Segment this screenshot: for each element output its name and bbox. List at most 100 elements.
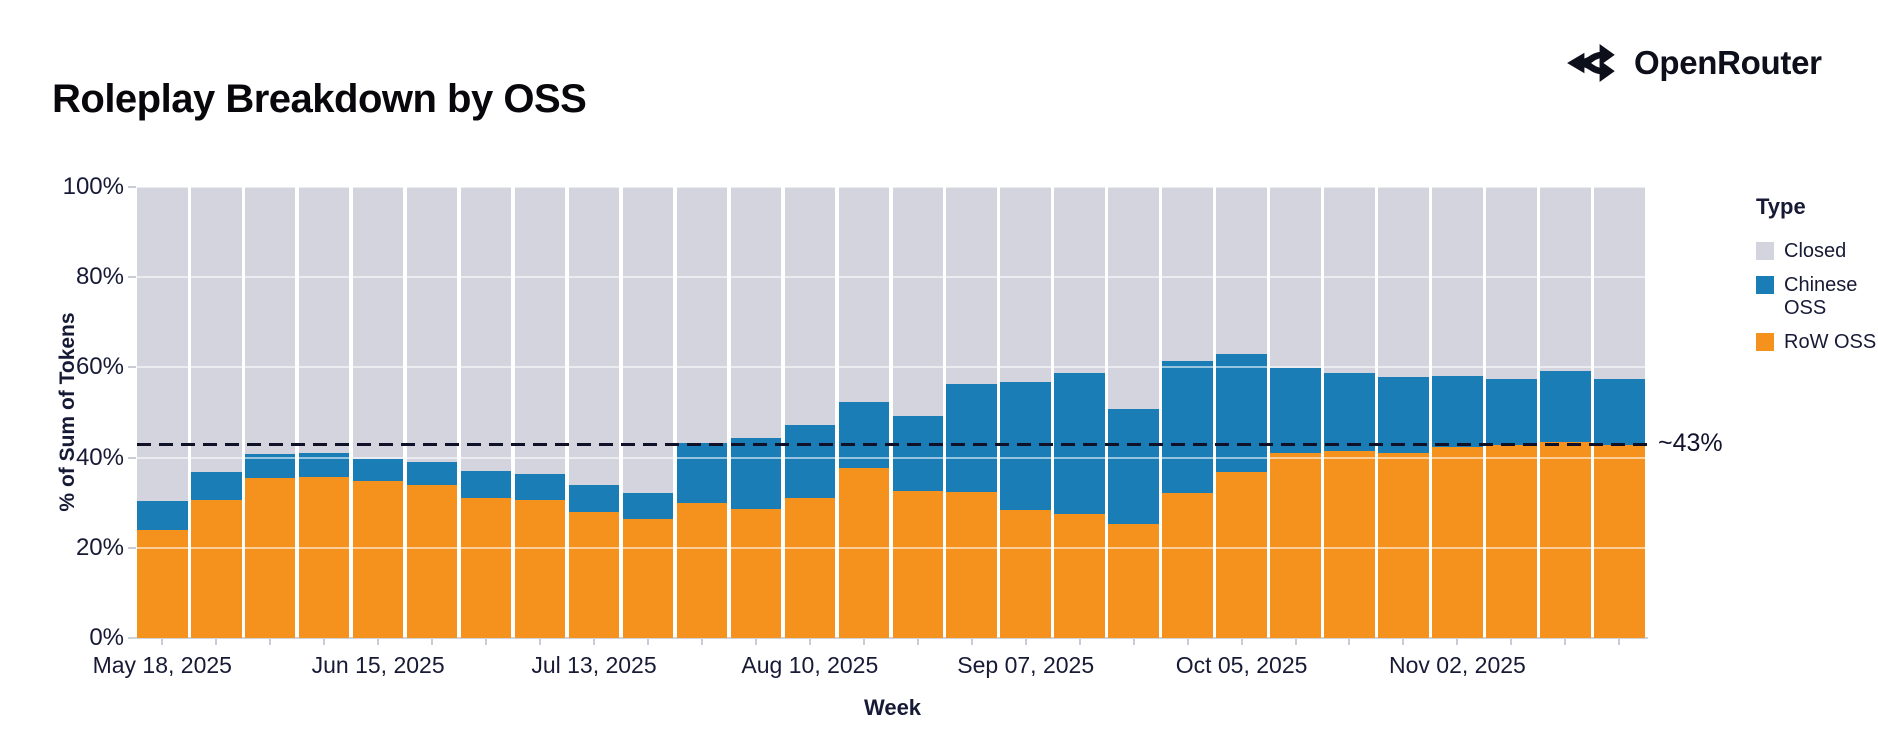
y-tick-label: 100%: [62, 173, 124, 200]
x-axis-tick: [431, 639, 434, 645]
bar-segment: [784, 187, 836, 426]
bar-segment: [1594, 187, 1645, 380]
bar-segment: [244, 187, 296, 454]
reference-line-label: ~43%: [1658, 429, 1723, 458]
bar-segment: [190, 499, 242, 638]
bar-segment: [730, 509, 782, 638]
x-tick-label: May 18, 2025: [92, 652, 232, 678]
bar-segment: [190, 472, 242, 500]
bar-segment: [514, 473, 566, 500]
legend-label: RoW OSS: [1784, 331, 1877, 353]
x-axis-tick: [323, 639, 326, 645]
openrouter-logo: OpenRouter: [1566, 40, 1822, 86]
bar-segment: [946, 491, 998, 638]
x-axis-tick: [161, 639, 164, 645]
bar-segment: [1216, 187, 1267, 355]
bar-segment: [1108, 187, 1159, 409]
bar-segment: [352, 187, 404, 459]
bar-segment: [1324, 187, 1375, 374]
bar-segment: [137, 187, 188, 502]
bar-segment: [676, 443, 728, 504]
x-tick-label: Aug 10, 2025: [741, 652, 879, 678]
bar-segment: [1162, 493, 1213, 638]
x-axis-tick: [754, 639, 757, 645]
bar-segment: [298, 187, 350, 453]
y-axis-tick: [128, 276, 136, 279]
y-axis-tick: [128, 186, 136, 188]
bar-segment: [568, 511, 620, 638]
bar-segment: [1162, 187, 1213, 362]
x-axis-tick: [539, 639, 542, 645]
y-axis-tick: [128, 366, 136, 369]
bar-segment: [1486, 379, 1537, 445]
bar-segment: [1270, 368, 1321, 454]
bar-segment: [892, 187, 944, 417]
x-tick-label: Jul 13, 2025: [531, 652, 657, 678]
bar-segment: [1108, 408, 1159, 525]
bar-segment: [352, 481, 404, 638]
x-axis-tick: [1132, 639, 1135, 645]
bar-segment: [1054, 187, 1105, 373]
legend-label: Closed: [1784, 240, 1847, 262]
x-axis-tick: [1402, 639, 1405, 645]
legend-title: Type: [1756, 194, 1806, 219]
bar-segment: [838, 187, 890, 402]
gridline: [137, 546, 1648, 549]
legend: Type Closed Chinese OSS RoW OSS: [1756, 194, 1878, 365]
bar-segment: [137, 501, 188, 530]
bar-segment: [352, 458, 404, 482]
bar-segment: [1486, 444, 1537, 638]
x-axis-tick: [269, 639, 272, 645]
x-tick-label: Oct 05, 2025: [1175, 652, 1308, 678]
bar-segment: [190, 187, 242, 473]
x-axis-tick: [646, 639, 649, 645]
bar-segment: [622, 493, 674, 520]
bar-segment: [892, 490, 944, 638]
legend-swatch: [1756, 242, 1774, 260]
bar-segment: [1594, 444, 1645, 638]
brand-name: OpenRouter: [1634, 44, 1822, 81]
x-tick-label: Sep 07, 2025: [957, 652, 1095, 678]
bar-segment: [1378, 187, 1429, 377]
reference-line: [137, 443, 1648, 447]
x-axis-tick: [1024, 639, 1027, 645]
bar-segment: [406, 484, 458, 638]
x-axis-tick: [485, 639, 488, 645]
x-axis-tick: [215, 639, 218, 645]
x-axis-tick: [592, 639, 595, 645]
x-axis-tick: [1510, 639, 1513, 645]
bar-segment: [1270, 453, 1321, 638]
x-tick-label: Nov 02, 2025: [1389, 652, 1526, 678]
bar-segment: [514, 187, 566, 474]
legend-swatch: [1756, 333, 1774, 351]
bar-segment: [730, 438, 782, 509]
bar-segment: [1000, 509, 1051, 638]
bar-segment: [838, 467, 890, 638]
bar-segment: [1324, 373, 1375, 451]
bar-segment: [244, 477, 296, 638]
bar-segment: [1054, 513, 1105, 638]
legend-entry: RoW OSS: [1756, 331, 1878, 354]
y-tick-label: 80%: [75, 263, 124, 291]
bar-segment: [568, 187, 620, 485]
legend-entry: Chinese OSS: [1756, 274, 1878, 320]
bar-segment: [676, 187, 728, 444]
gridline: [137, 366, 1648, 369]
x-tick-label: Jun 15, 2025: [311, 652, 445, 678]
gridline: [137, 456, 1648, 459]
gridline: [137, 276, 1648, 279]
bar-segment: [460, 497, 512, 638]
x-axis-tick: [1456, 639, 1459, 645]
bar-segment: [946, 187, 998, 385]
bar-segment: [298, 477, 350, 638]
y-tick-label: 0%: [89, 624, 124, 651]
x-axis-tick: [916, 639, 919, 645]
bar-segment: [514, 499, 566, 638]
page-title: Roleplay Breakdown by OSS: [52, 76, 587, 121]
bar-segment: [1540, 371, 1591, 442]
x-axis-tick: [808, 639, 811, 645]
x-axis-tick: [1618, 639, 1621, 645]
bar-segment: [784, 497, 836, 638]
bar-segment: [1432, 375, 1483, 447]
x-axis-tick: [970, 639, 973, 645]
